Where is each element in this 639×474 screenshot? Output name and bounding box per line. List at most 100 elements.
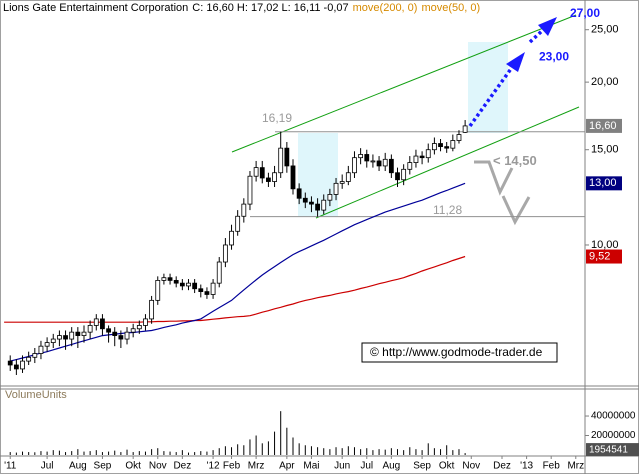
candle-body (167, 277, 173, 281)
candle-body (388, 158, 394, 174)
v-marker (501, 195, 531, 226)
x-tick-label: Sep (413, 461, 431, 472)
candle-body (204, 291, 210, 295)
target-arrow (468, 64, 515, 128)
x-tick-label: Apr (279, 461, 295, 472)
candle-body (419, 155, 425, 159)
volume-label: VolumeUnits (5, 389, 67, 401)
highlight-zone (468, 42, 508, 133)
candle-body (32, 353, 38, 358)
candle-body (296, 188, 302, 199)
candle-body (106, 328, 111, 333)
annotation: 16,19 (262, 111, 292, 125)
quote: C: 16,60 H: 17,02 L: 16,11 -0,07 (192, 2, 348, 14)
x-tick-label: Dez (173, 461, 191, 472)
candle-body (130, 328, 136, 333)
x-tick-label: '12 (207, 461, 220, 472)
candle-body (364, 154, 370, 162)
candle-body (327, 194, 333, 201)
candle-body (382, 158, 388, 167)
trend-channel-upper (231, 14, 577, 153)
candle-body (81, 331, 87, 336)
x-tick-label: Mai (303, 461, 319, 472)
candle-body (57, 335, 62, 340)
price-label-box (586, 249, 622, 264)
candle-body (38, 345, 44, 354)
candle-body (370, 160, 376, 163)
candle-body (100, 318, 105, 330)
x-tick-label: Jun (334, 461, 350, 472)
candle-body (247, 175, 253, 205)
candle-body (198, 288, 204, 292)
candle-body (241, 203, 247, 217)
candle-body (309, 201, 314, 205)
candle-body (339, 181, 345, 184)
moving-average (10, 182, 466, 362)
arrow-head (538, 17, 557, 36)
candle-body (438, 143, 443, 148)
candle-body (173, 280, 179, 284)
candle-body (192, 282, 198, 290)
header: Lions Gate Entertainment Corporation C: 1… (3, 2, 480, 14)
candle-body (358, 154, 364, 159)
legend-entry: move(200, 0) (353, 2, 418, 14)
candle-body (112, 331, 118, 336)
candle-body (401, 168, 407, 181)
chart-title: Lions Gate Entertainment Corporation (3, 2, 188, 14)
candle-body (444, 146, 450, 149)
v-marker (474, 160, 514, 196)
annotation: 23,00 (539, 49, 569, 63)
drawings (231, 14, 580, 226)
candle-body (161, 277, 167, 281)
candle-body (69, 331, 75, 340)
target-arrow (528, 28, 545, 44)
candle-body (44, 342, 50, 347)
candle-body (143, 318, 148, 326)
candle-body (284, 147, 290, 167)
x-tick-label: Aug (69, 461, 87, 472)
y-tick-label: 10,00 (591, 239, 619, 251)
volume-label: 1954541 (589, 445, 628, 456)
candle-body (345, 172, 351, 182)
candle-body (210, 282, 216, 295)
price-label-box (586, 176, 622, 191)
annotation: 27,00 (570, 6, 600, 20)
moving-average (4, 255, 466, 323)
candle-body (87, 325, 93, 333)
candle-body (155, 280, 161, 301)
candle-body (235, 215, 241, 232)
arrow-head (506, 52, 525, 72)
source-box (361, 342, 558, 363)
x-tick-label: Nov (149, 461, 167, 472)
candle-body (376, 160, 382, 167)
price-label: 16,60 (589, 120, 617, 132)
candle-body (259, 167, 265, 179)
candle-body (456, 134, 462, 141)
candle-body (50, 338, 56, 343)
candle-body (149, 299, 155, 320)
price-label: 9,52 (589, 250, 610, 262)
candle-body (266, 177, 271, 182)
y-tick-label: 20000000 (591, 430, 636, 441)
trend-channel-lower (315, 106, 580, 219)
candle-body (216, 261, 222, 284)
x-tick-label: Aug (382, 461, 400, 472)
candle-body (462, 125, 468, 133)
x-tick-label: Feb (223, 461, 241, 472)
candle-body (124, 331, 130, 340)
annotation: 11,28 (433, 203, 462, 217)
candle-body (395, 172, 400, 181)
candle-body (431, 143, 437, 151)
source: © http://www.godmode-trader.de (370, 345, 543, 359)
candle-body (222, 244, 228, 263)
candle-body (75, 331, 81, 336)
x-tick-label: Jul (360, 461, 373, 472)
x-tick-label: Sep (94, 461, 112, 472)
x-tick-label: Mrz (248, 461, 265, 472)
candle-body (315, 203, 320, 211)
x-tick-label: Mrz (567, 461, 584, 472)
volume-label-box (586, 443, 639, 457)
x-tick-label: Nov (462, 461, 480, 472)
